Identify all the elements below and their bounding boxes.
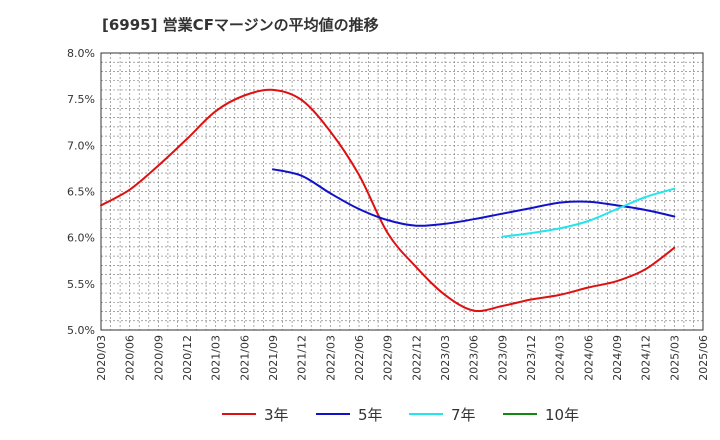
x-tick-label: 2024/12: [640, 335, 653, 381]
x-tick-label: 2023/09: [496, 335, 509, 381]
x-tick-label: 2022/06: [353, 335, 366, 381]
y-axis: 5.0% 5.5% 6.0% 6.5% 7.0% 7.5% 8.0%: [67, 47, 95, 337]
x-tick-label: 2020/03: [95, 335, 108, 381]
legend-swatch-7y: [409, 413, 443, 415]
plot-border: [100, 52, 704, 331]
x-tick-label: 2025/06: [697, 335, 710, 381]
legend-label-7y: 7年: [451, 405, 476, 424]
y-tick-label: 6.5%: [67, 186, 95, 199]
legend-item-10y: 10年: [503, 403, 579, 425]
y-tick-label: 5.5%: [67, 278, 95, 291]
legend-item-5y: 5年: [316, 403, 383, 425]
y-tick-label: 5.0%: [67, 324, 95, 337]
legend-swatch-3y: [222, 413, 256, 415]
chart-title: [6995] 営業CFマージンの平均値の推移: [102, 16, 379, 34]
series-line-3年: [100, 88, 676, 313]
x-tick-label: 2020/09: [152, 335, 165, 381]
series-layer: [100, 88, 676, 313]
x-tick-label: 2025/03: [668, 335, 681, 381]
legend-label-5y: 5年: [358, 405, 383, 424]
y-tick-label: 7.5%: [67, 93, 95, 106]
x-tick-label: 2022/09: [382, 335, 395, 381]
legend-swatch-10y: [503, 413, 537, 415]
x-tick-label: 2023/03: [439, 335, 452, 381]
y-tick-label: 6.0%: [67, 232, 95, 245]
x-tick-label: 2021/12: [296, 335, 309, 381]
x-tick-label: 2021/06: [238, 335, 251, 381]
legend-item-7y: 7年: [409, 403, 476, 425]
legend-label-10y: 10年: [545, 405, 580, 424]
x-tick-label: 2020/06: [124, 335, 137, 381]
x-tick-label: 2024/06: [582, 335, 595, 381]
y-tick-label: 7.0%: [67, 139, 95, 152]
series-line-7年: [501, 187, 676, 238]
x-tick-label: 2021/09: [267, 335, 280, 381]
x-tick-label: 2024/03: [554, 335, 567, 381]
x-axis: 2020/03 2020/06 2020/09 2020/12 2021/03 2021/…: [95, 335, 710, 381]
x-tick-label: 2022/12: [410, 335, 423, 381]
x-tick-label: 2023/06: [468, 335, 481, 381]
legend-swatch-5y: [316, 413, 350, 415]
legend-item-3y: 3年: [222, 403, 289, 425]
legend-label-3y: 3年: [264, 405, 289, 424]
x-tick-label: 2020/12: [181, 335, 194, 381]
x-tick-label: 2021/03: [210, 335, 223, 381]
series-line-5年: [272, 168, 676, 227]
x-tick-label: 2024/09: [611, 335, 624, 381]
y-tick-label: 8.0%: [67, 47, 95, 60]
x-tick-label: 2022/03: [324, 335, 337, 381]
x-tick-label: 2023/12: [525, 335, 538, 381]
